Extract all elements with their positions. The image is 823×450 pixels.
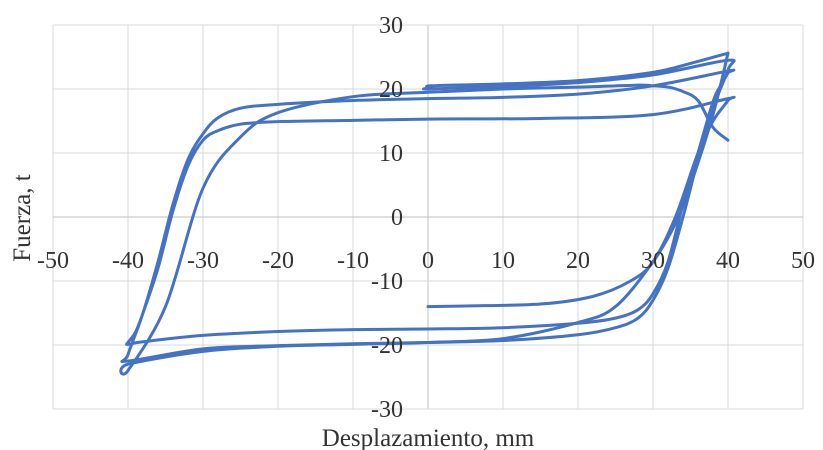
grid bbox=[52, 24, 804, 410]
x-tick-label: -50 bbox=[37, 248, 69, 274]
y-tick-label: 0 bbox=[391, 205, 403, 231]
y-tick-label: -20 bbox=[371, 333, 403, 359]
x-tick-labels: -50 -40 -30 -20 -10 0 10 20 30 40 50 bbox=[37, 248, 815, 274]
x-tick-label: -20 bbox=[262, 248, 294, 274]
x-tick-label: -10 bbox=[337, 248, 369, 274]
x-tick-label: 0 bbox=[422, 248, 434, 274]
x-tick-label: 50 bbox=[791, 248, 815, 274]
y-tick-label: 20 bbox=[379, 77, 403, 103]
y-tick-label: 30 bbox=[379, 13, 403, 39]
y-tick-labels: -30 -20 -10 0 10 20 30 bbox=[371, 13, 403, 423]
y-tick-label: -30 bbox=[371, 397, 403, 423]
x-tick-label: -30 bbox=[187, 248, 219, 274]
x-tick-label: 20 bbox=[566, 248, 590, 274]
series-line bbox=[119, 51, 730, 376]
y-tick-label: 10 bbox=[379, 141, 403, 167]
y-tick-label: -10 bbox=[371, 269, 403, 295]
x-tick-label: 10 bbox=[491, 248, 515, 274]
series-layer bbox=[119, 51, 736, 376]
y-axis-title: Fuerza, t bbox=[9, 174, 36, 262]
x-tick-label: 30 bbox=[641, 248, 665, 274]
x-tick-label: 40 bbox=[716, 248, 740, 274]
x-tick-label: -40 bbox=[112, 248, 144, 274]
x-axis-title: Desplazamiento, mm bbox=[322, 425, 535, 450]
series-line bbox=[120, 51, 736, 364]
